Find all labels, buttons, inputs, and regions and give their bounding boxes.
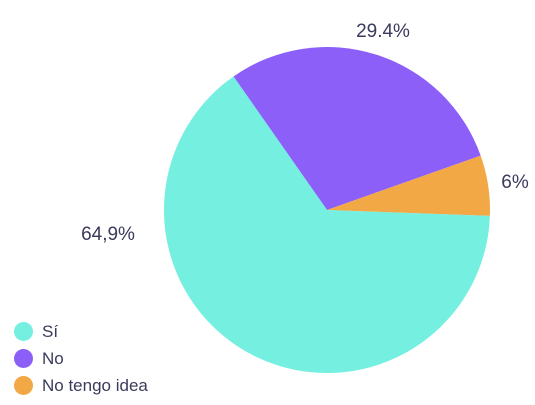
legend-label-no: No [42, 348, 64, 368]
legend-item-si[interactable]: Sí [14, 318, 148, 345]
legend: Sí No No tengo idea [14, 318, 148, 399]
legend-swatch-si [14, 322, 33, 341]
pie-slice-s-[interactable] [163, 76, 490, 374]
slice-label-s-: 64,9% [81, 224, 135, 245]
legend-label-no-tengo-idea: No tengo idea [42, 375, 148, 395]
legend-label-si: Sí [42, 321, 59, 341]
pie-slice-no[interactable] [233, 47, 481, 211]
legend-swatch-no [14, 349, 33, 368]
pie-slice-no-tengo-idea[interactable] [327, 155, 490, 216]
slice-label-no: 29.4% [356, 21, 410, 42]
legend-item-no[interactable]: No [14, 345, 148, 372]
legend-item-no-tengo-idea[interactable]: No tengo idea [14, 372, 148, 399]
slice-label-no-tengo-idea: 6% [501, 172, 529, 193]
legend-swatch-no-tengo-idea [14, 376, 33, 395]
